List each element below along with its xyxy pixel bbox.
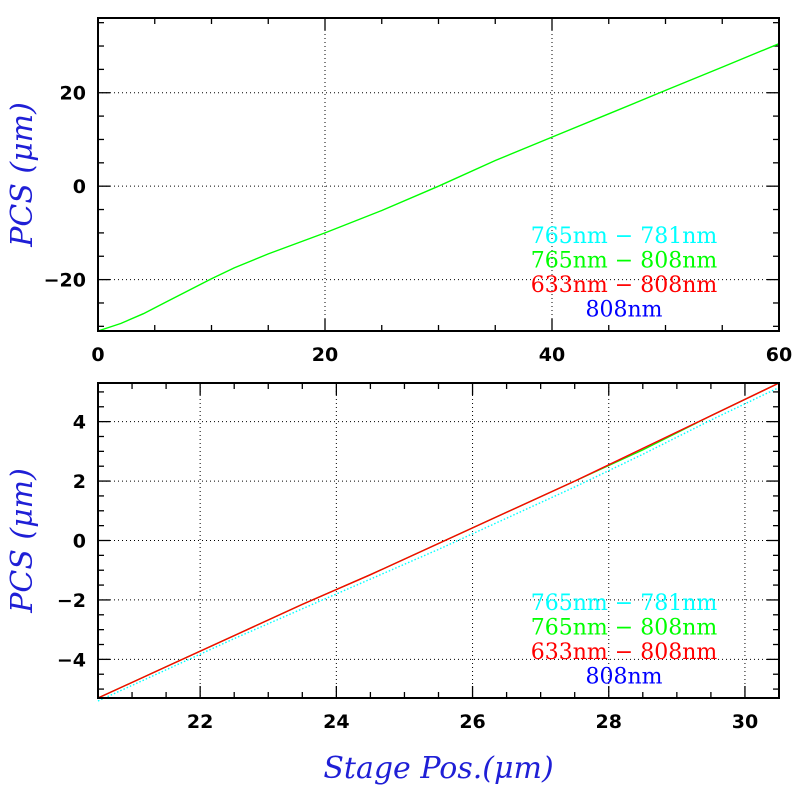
legend-entry-1: 765nm − 781nm <box>531 224 718 249</box>
x-axis-label: Stage Pos.(μm) <box>323 751 553 786</box>
y-tick-label: 4 <box>73 412 86 434</box>
y-tick-label: −4 <box>57 649 86 671</box>
x-tick-label: 22 <box>187 711 213 733</box>
plot-frame <box>97 382 780 699</box>
y-tick-label: −20 <box>44 270 86 292</box>
y-tick-label: 20 <box>60 83 86 105</box>
chart-panel-1: 0 20 40 60 −20 0 20 PCS (μm) 765nm − 781nm765nm … <box>5 17 792 366</box>
legend-entry-4: 808nm <box>585 298 662 323</box>
x-tick-label: 40 <box>539 344 565 366</box>
series-line-1 <box>97 386 780 702</box>
y-tick-label: −2 <box>57 590 86 612</box>
legend-entry-3: 633nm − 808nm <box>531 640 718 665</box>
x-tick-label: 60 <box>766 344 792 366</box>
y-axis-label: PCS (μm) <box>5 102 40 248</box>
y-tick-label: 0 <box>73 176 86 198</box>
x-tick-label: 20 <box>312 344 338 366</box>
legend-entry-2: 765nm − 808nm <box>531 249 718 274</box>
legend-entry-3: 633nm − 808nm <box>531 273 718 298</box>
legend-entry-4: 808nm <box>585 665 662 690</box>
x-tick-label: 24 <box>323 711 349 733</box>
series-line-1 <box>97 43 780 332</box>
x-tick-label: 26 <box>459 711 485 733</box>
y-axis-label: PCS (μm) <box>5 468 40 614</box>
plot-frame <box>97 17 780 332</box>
y-tick-label: 2 <box>73 471 86 493</box>
x-tick-label: 30 <box>732 711 758 733</box>
x-tick-label: 28 <box>596 711 622 733</box>
legend-entry-2: 765nm − 808nm <box>531 616 718 641</box>
x-tick-label: 0 <box>91 344 104 366</box>
legend-entry-1: 765nm − 781nm <box>531 591 718 616</box>
y-tick-label: 0 <box>73 531 86 553</box>
series-line-3 <box>97 382 780 699</box>
